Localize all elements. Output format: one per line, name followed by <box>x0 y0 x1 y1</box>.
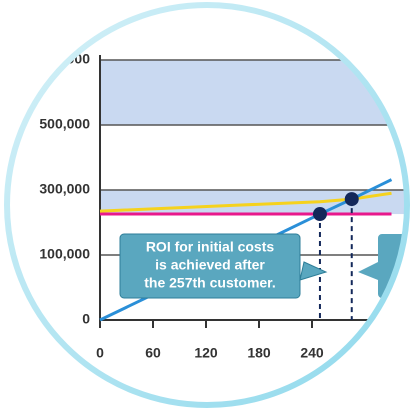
annotation: ROI for initial costs <box>146 239 275 255</box>
y-tick-label: 300,000 <box>39 181 90 197</box>
y-tick-label: 100,000 <box>39 246 90 262</box>
marker <box>344 192 359 207</box>
y-tick-label: 0 <box>82 311 90 327</box>
annotation: the 257th customer. <box>144 275 276 291</box>
band <box>100 60 406 125</box>
series-line <box>99 191 392 213</box>
x-tick-label: 0 <box>96 345 104 361</box>
x-tick-label: 60 <box>145 345 161 361</box>
y-tick-label: 500,000 <box>39 116 90 132</box>
x-tick-label: 120 <box>194 345 218 361</box>
callout <box>358 234 406 298</box>
circle-frame <box>4 2 410 408</box>
callout <box>119 233 328 299</box>
x-tick-label: 180 <box>247 345 271 361</box>
annotation: is achieved after <box>155 257 265 273</box>
x-tick-label: 240 <box>300 345 324 361</box>
marker <box>312 207 327 222</box>
